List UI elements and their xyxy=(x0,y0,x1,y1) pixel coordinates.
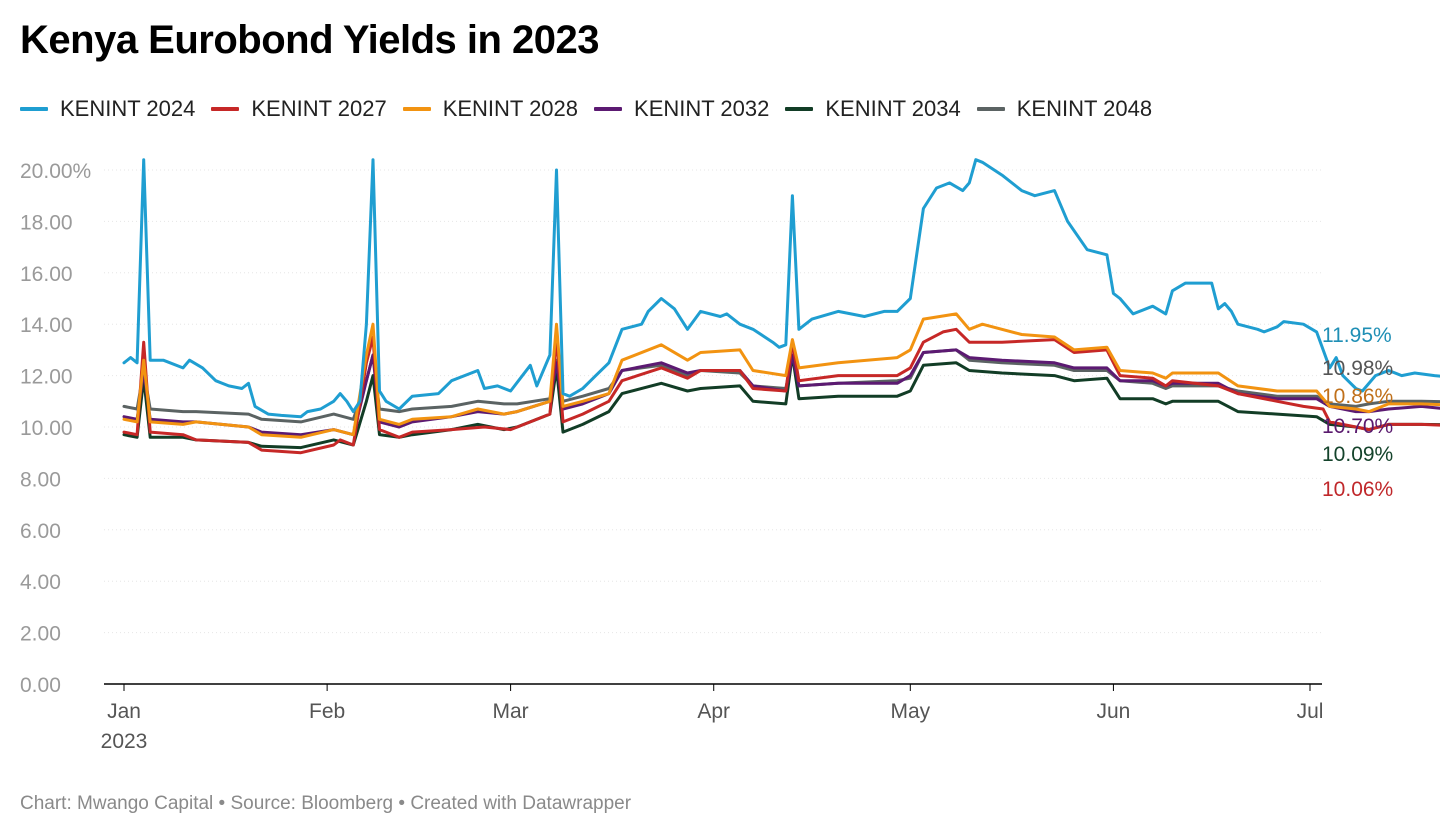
x-tick-label: Mar xyxy=(493,700,529,723)
legend-item-kenint-2032: KENINT 2032 xyxy=(594,96,769,122)
end-label-kenint-2048: 10.98% xyxy=(1322,357,1393,380)
legend-label: KENINT 2032 xyxy=(634,96,770,121)
line-chart: 0.00 2.00 4.00 6.00 8.00 10.00 12.00 14.00 16.00… xyxy=(20,158,1440,753)
x-tick-label: Apr xyxy=(697,700,730,723)
legend-swatch xyxy=(976,107,1005,111)
x-tick-label: Feb xyxy=(309,700,345,723)
chart-credits: Chart: Mwango Capital • Source: Bloomber… xyxy=(20,793,632,814)
x-tick-label: Jul xyxy=(1297,700,1324,723)
legend-item-kenint-2028: KENINT 2028 xyxy=(402,96,579,122)
series-line-kenint-2028 xyxy=(122,312,1440,439)
legend-label: KENINT 2034 xyxy=(825,96,961,121)
y-tick-labels: 0.00 2.00 4.00 6.00 8.00 10.00 12.00 14.00 16.00… xyxy=(20,160,91,697)
x-tick-labels: Jan 2023 Feb Mar Apr May Jun Jul xyxy=(101,684,1324,753)
legend-swatch xyxy=(20,107,48,111)
end-label-kenint-2024: 11.95% xyxy=(1322,324,1392,347)
end-label-kenint-2034: 10.09% xyxy=(1322,443,1393,466)
legend-label: KENINT 2048 xyxy=(1016,96,1153,121)
legend-label: KENINT 2028 xyxy=(442,96,579,121)
end-label-kenint-2028: 10.86% xyxy=(1322,385,1393,408)
x-tick-label: Jan xyxy=(107,700,141,723)
legend-swatch xyxy=(402,107,431,111)
chart-legend: KENINT 2024 KENINT 2027 KENINT 2028 KENINT … xyxy=(20,96,1168,122)
chart-title: Kenya Eurobond Yields in 2023 xyxy=(20,18,600,62)
legend-label: KENINT 2027 xyxy=(251,96,387,121)
legend-swatch xyxy=(211,107,240,111)
legend-item-kenint-2027: KENINT 2027 xyxy=(211,96,387,122)
end-value-labels: 11.95% 10.06% 10.86% 10.70% 10.09% 10.98% xyxy=(1322,324,1393,501)
y-gridlines xyxy=(104,169,1322,634)
legend-swatch xyxy=(594,107,623,111)
y-tick-label: 12.00 xyxy=(20,366,73,389)
legend-item-kenint-2024: KENINT 2024 xyxy=(20,96,195,122)
y-tick-label: 2.00 xyxy=(20,623,61,646)
y-tick-label: 0.00 xyxy=(20,674,61,697)
y-tick-label: 16.00 xyxy=(20,263,73,286)
legend-item-kenint-2034: KENINT 2034 xyxy=(785,96,961,122)
legend-item-kenint-2048: KENINT 2048 xyxy=(976,96,1153,122)
x-tick-sublabel: 2023 xyxy=(101,730,148,753)
end-label-kenint-2027: 10.06% xyxy=(1322,478,1393,501)
x-tick-label: May xyxy=(890,700,930,723)
y-tick-label: 8.00 xyxy=(20,468,61,491)
y-tick-label: 20.00% xyxy=(20,160,91,183)
end-label-kenint-2032: 10.70% xyxy=(1322,415,1393,438)
y-tick-label: 6.00 xyxy=(20,520,61,543)
series-line-kenint-2027 xyxy=(122,327,1440,455)
legend-label: KENINT 2024 xyxy=(60,96,196,121)
y-tick-label: 14.00 xyxy=(20,314,73,337)
series-line-kenint-2024 xyxy=(122,158,1440,419)
y-tick-label: 4.00 xyxy=(20,571,61,594)
x-tick-label: Jun xyxy=(1096,700,1130,723)
y-tick-label: 18.00 xyxy=(20,211,73,234)
legend-swatch xyxy=(785,107,814,111)
y-tick-label: 10.00 xyxy=(20,417,73,440)
